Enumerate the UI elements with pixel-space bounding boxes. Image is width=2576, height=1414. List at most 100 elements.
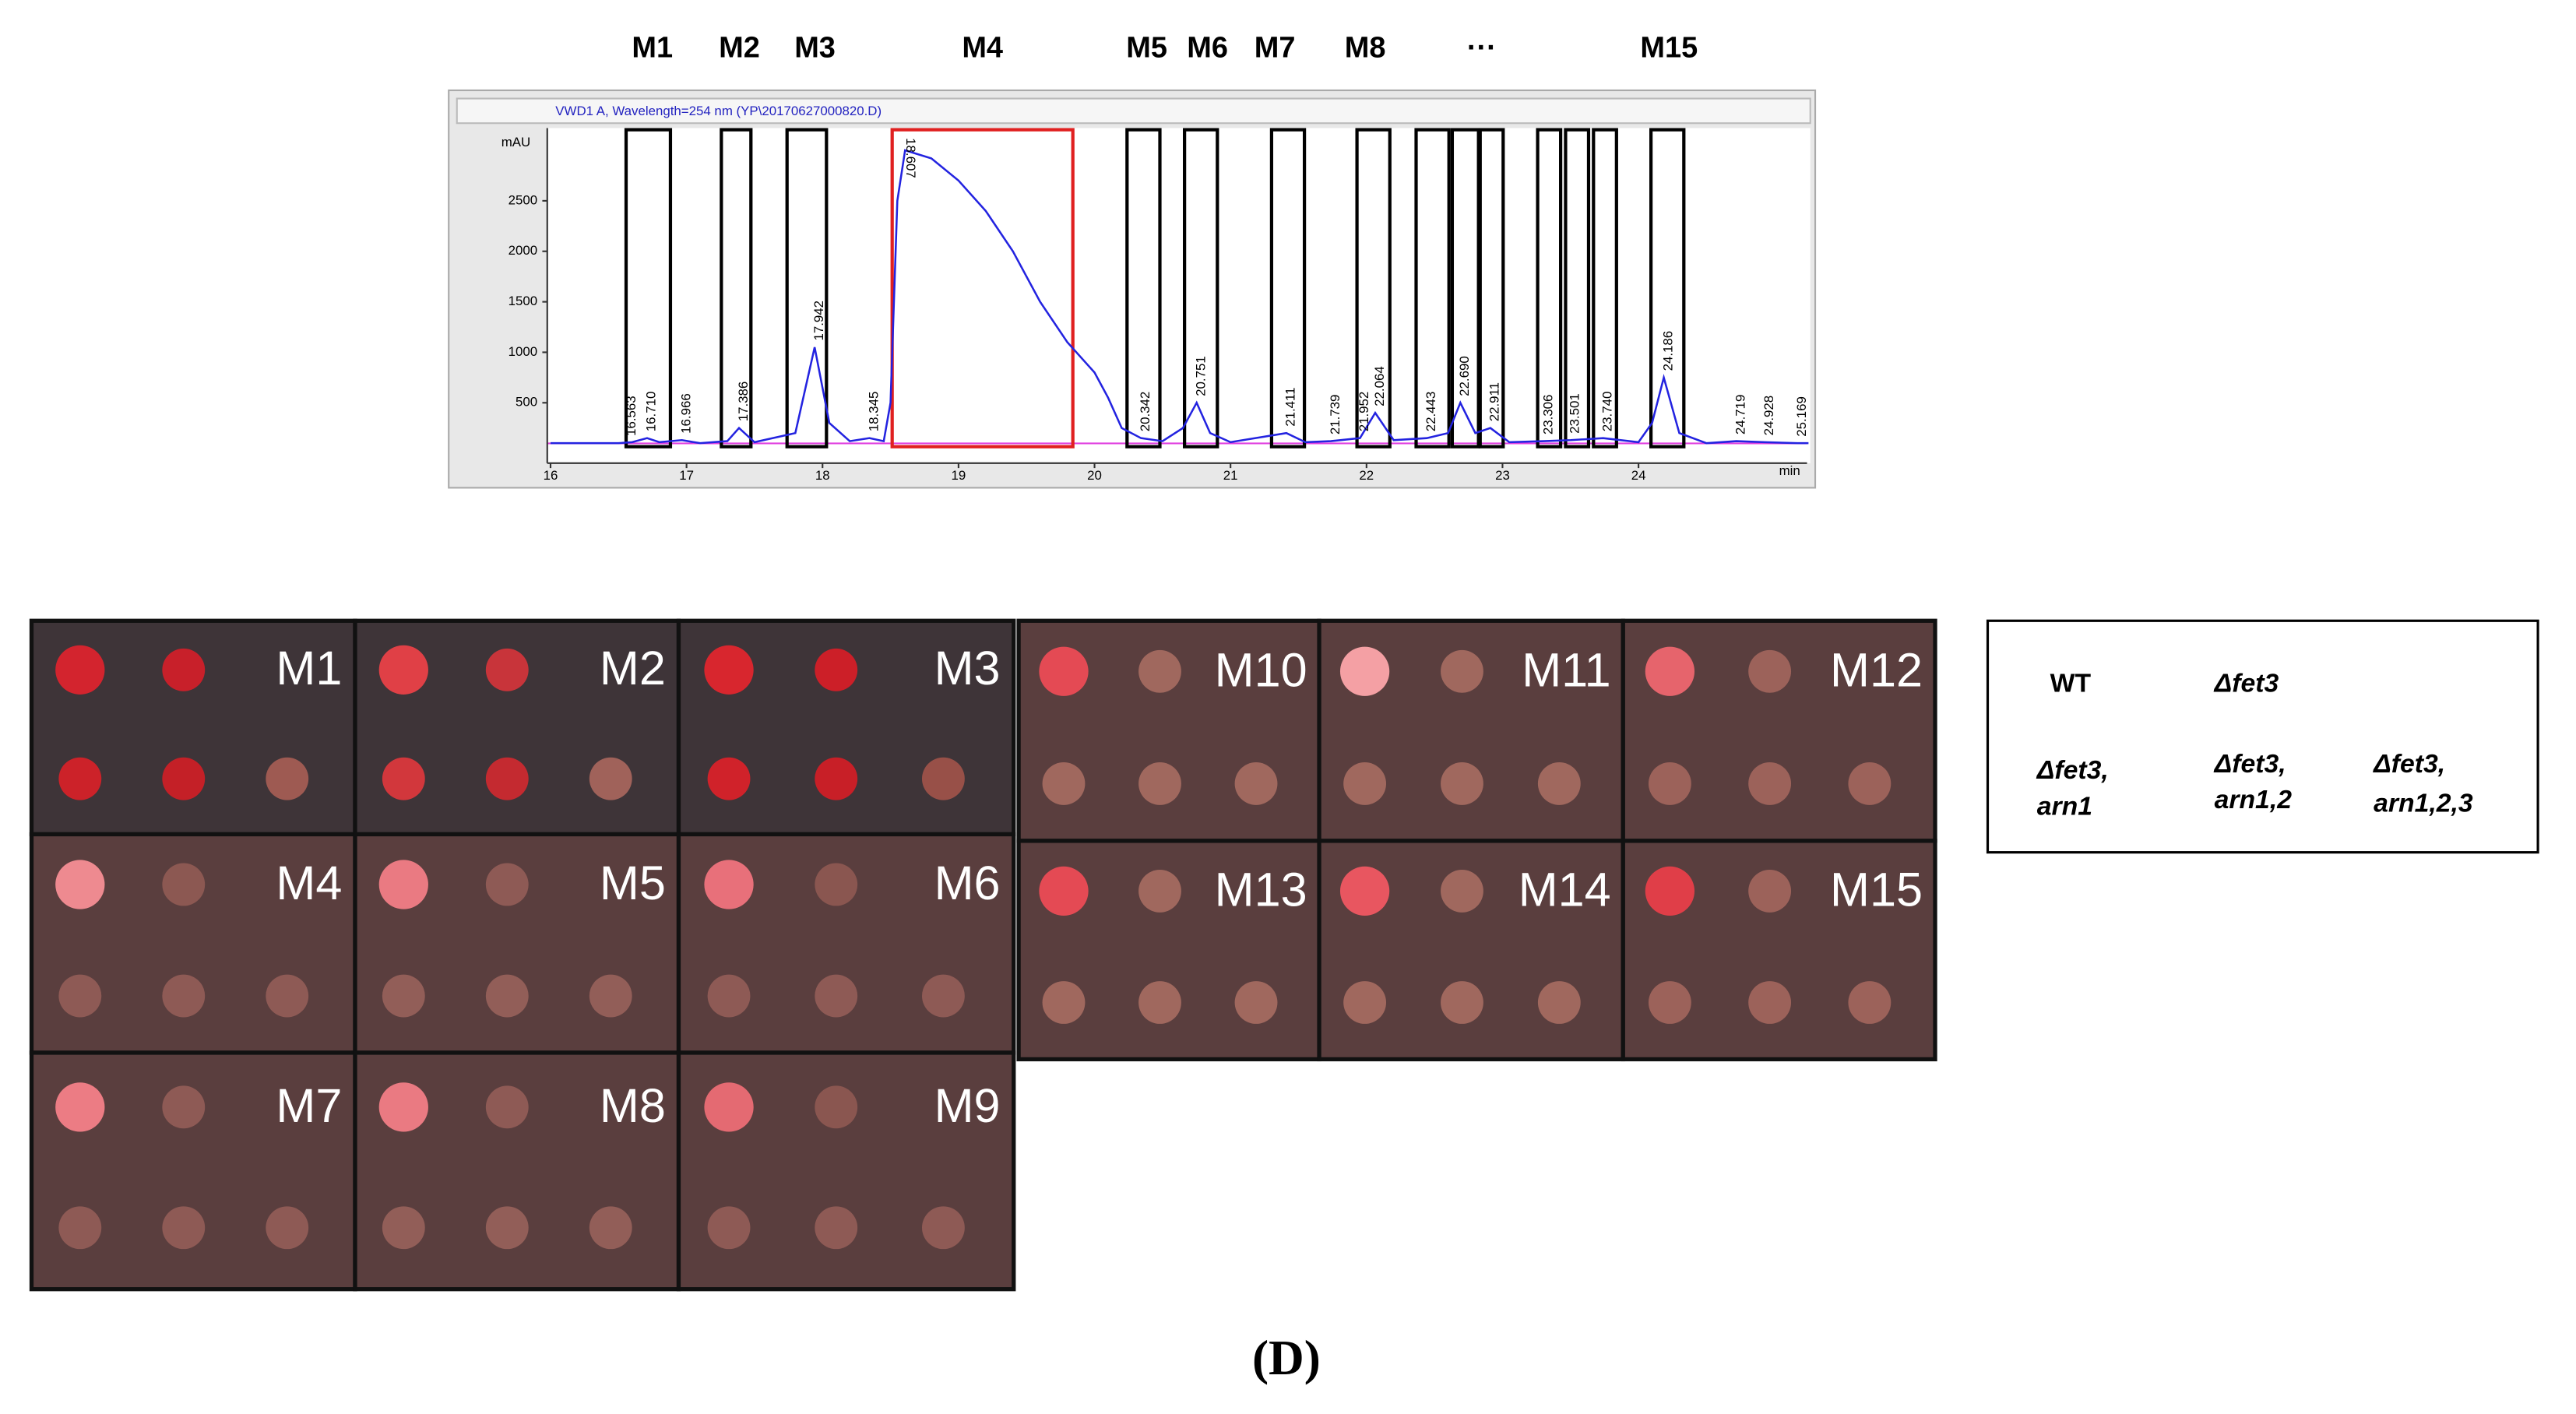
peak-label: 22.911: [1487, 382, 1502, 421]
plate-panel: M9: [676, 1050, 1016, 1292]
peak-label: 22.690: [1457, 356, 1472, 396]
colony-spot: [485, 1085, 529, 1129]
colony-spot: [1848, 762, 1892, 805]
peak-label: 16.563: [624, 396, 639, 436]
figure-label: (D): [1252, 1331, 1321, 1385]
legend-text: Δfet3: [2213, 668, 2279, 698]
colony-spot: [815, 863, 858, 906]
fraction-label: M6: [1187, 31, 1228, 64]
colony-spot: [1343, 762, 1387, 805]
colony-spot: [162, 974, 206, 1018]
colony-spot: [1537, 981, 1581, 1024]
colony-spot: [815, 1085, 858, 1129]
colony-spot: [485, 974, 529, 1018]
colony-spot: [921, 1206, 965, 1250]
plate-panel: M6: [676, 832, 1016, 1055]
legend: WT Δfet3 Δfet3, arn1 Δfet3, arn1,2 Δfet3…: [2036, 668, 2473, 821]
colony-spot: [815, 974, 858, 1018]
panel-label: M15: [1830, 863, 1923, 916]
colony-spot: [1645, 866, 1695, 916]
peak-label: 22.443: [1423, 392, 1438, 432]
colony-spot: [707, 974, 751, 1018]
plate-panel: M1: [29, 618, 357, 837]
fraction-boxes: [624, 128, 1686, 448]
colony-spot: [485, 1206, 529, 1250]
colony-spot: [55, 645, 105, 695]
peak-label: 22.064: [1372, 366, 1387, 406]
panel-label: M12: [1830, 643, 1923, 696]
colony-spot: [589, 974, 632, 1018]
panel-label: M2: [600, 642, 666, 695]
x-tick-label: 24: [1631, 468, 1646, 483]
plate-panel: M5: [353, 832, 681, 1055]
panel-label: M10: [1215, 643, 1307, 696]
colony-spot: [1441, 762, 1483, 805]
peak-label: 16.966: [678, 393, 693, 434]
fraction-label: M3: [794, 31, 836, 64]
peak-label: 23.740: [1599, 392, 1614, 432]
chromatogram-trace: [550, 149, 1809, 445]
fraction-box: [1269, 128, 1307, 448]
colony-spot: [58, 974, 102, 1018]
panel-label: M3: [934, 642, 1001, 695]
colony-spot: [1042, 762, 1086, 805]
panel-label: M8: [600, 1079, 666, 1132]
y-tick-label: 2000: [509, 243, 538, 258]
fraction-box: [1592, 128, 1618, 448]
colony-spot: [382, 1206, 425, 1250]
colony-spot: [1042, 981, 1086, 1024]
legend-box: [1986, 619, 2539, 854]
fraction-box: [1649, 128, 1686, 448]
panel-label: M7: [276, 1079, 342, 1132]
chromatogram-header: [456, 97, 1811, 125]
fraction-box: [624, 128, 673, 448]
colony-spot: [1748, 981, 1792, 1024]
colony-spot: [1645, 646, 1695, 696]
colony-spot: [58, 757, 102, 800]
plates: M1 M2 M3 M4 M5 M6 M7 M8 M9 M10 M11 M12 M13 M14 M15: [29, 618, 1937, 1292]
legend-text: arn1: [2037, 792, 2092, 821]
legend-text: arn1,2: [2215, 785, 2293, 814]
colony-spot: [1648, 981, 1691, 1024]
plate-panel: M10: [1016, 618, 1321, 843]
colony-spot: [921, 974, 965, 1018]
peak-label: 16.710: [644, 392, 659, 432]
colony-spot: [485, 757, 529, 800]
fraction-label: M2: [719, 31, 760, 64]
colony-spot: [815, 757, 858, 800]
colony-spot: [162, 757, 206, 800]
peak-label: 18.345: [866, 392, 881, 432]
panel-label: M6: [934, 856, 1001, 909]
colony-spot: [485, 863, 529, 906]
colony-spot: [1441, 649, 1483, 693]
colony-spot: [707, 1206, 751, 1250]
fraction-label: ···: [1467, 31, 1497, 64]
colony-spot: [1039, 646, 1089, 696]
colony-spot: [707, 757, 751, 800]
panel-label: M13: [1215, 863, 1307, 916]
panel-label: M1: [276, 642, 342, 695]
y-tick-label: 1500: [509, 294, 538, 308]
fraction-box: [1125, 128, 1162, 448]
y-tick-label: 2500: [509, 192, 538, 207]
colony-spot: [704, 1082, 754, 1132]
peak-label: 24.719: [1733, 395, 1747, 435]
y-tick-label: 500: [516, 395, 537, 410]
colony-spot: [1138, 649, 1181, 693]
fraction-box: [720, 128, 753, 448]
fraction-label: M4: [962, 31, 1003, 64]
fraction-box: [1355, 128, 1392, 448]
peak-label: 25.169: [1794, 396, 1809, 437]
panel-label: M14: [1519, 863, 1611, 916]
legend-text: WT: [2050, 668, 2092, 698]
peak-label: 21.952: [1357, 392, 1371, 432]
colony-spot: [58, 1206, 102, 1250]
plate-panel: M15: [1621, 839, 1937, 1062]
colony-spot: [1138, 869, 1181, 913]
colony-spot: [1138, 981, 1181, 1024]
peak-label: 17.386: [736, 382, 751, 422]
fraction-box: [1564, 128, 1591, 448]
x-tick-label: 18: [815, 468, 830, 483]
y-tick-label: 1000: [509, 344, 538, 359]
plate-panel: M8: [353, 1050, 681, 1292]
